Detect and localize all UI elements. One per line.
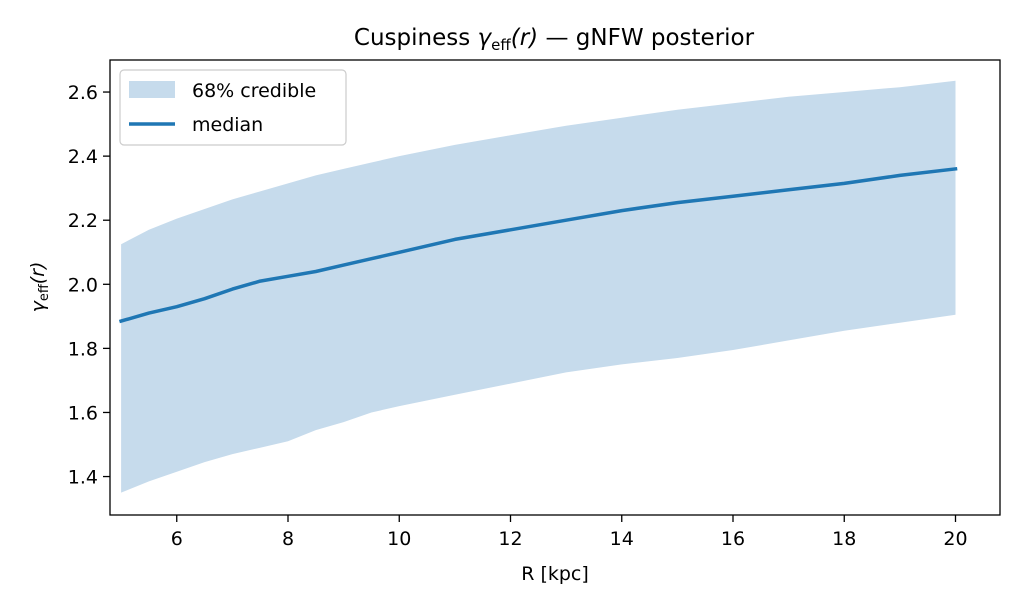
y-tick-label: 1.4 (68, 467, 98, 489)
x-tick-label: 6 (171, 528, 183, 550)
x-tick-label: 20 (943, 528, 967, 550)
x-tick-label: 18 (832, 528, 856, 550)
x-axis: 6 8 10 12 14 16 18 20 (171, 515, 968, 550)
y-axis-label-symbol: γ (27, 299, 49, 312)
y-tick-label: 1.8 (68, 338, 98, 360)
x-tick-label: 10 (387, 528, 411, 550)
x-tick-label: 16 (721, 528, 745, 550)
y-tick-label: 2.4 (68, 146, 98, 168)
x-tick-label: 14 (610, 528, 634, 550)
legend-median-label: median (192, 114, 263, 136)
legend-box (119, 69, 347, 146)
chart-title-subscript: eff (491, 36, 511, 54)
y-axis-label: γeff(r) (27, 262, 52, 313)
y-axis-label-subscript: eff (37, 283, 52, 301)
x-tick-label: 12 (498, 528, 522, 550)
chart-title-argument: (r) (511, 25, 538, 51)
median-line (118, 166, 958, 324)
legend: 68% credible median (119, 69, 347, 146)
chart-title: Cuspiness γeff(r) — gNFW posterior (354, 25, 755, 54)
y-tick-label: 1.6 (68, 402, 98, 424)
credible-band (121, 80, 956, 493)
y-tick-label: 2.6 (68, 82, 98, 104)
chart-title-suffix: — gNFW posterior (538, 25, 754, 51)
svg-text:Cuspiness γeff(r) — gNFW poste: Cuspiness γeff(r) — gNFW posterior (354, 25, 755, 54)
legend-band-label: 68% credible (192, 80, 316, 102)
y-tick-label: 2.2 (68, 210, 98, 232)
y-tick-label: 2.0 (68, 274, 98, 296)
x-tick-label: 8 (282, 528, 294, 550)
chart-title-prefix: Cuspiness (354, 25, 478, 51)
y-axis: 1.4 1.6 1.8 2.0 2.2 2.4 2.6 (68, 82, 110, 489)
svg-text:γeff(r): γeff(r) (27, 262, 52, 313)
chart-title-symbol: γ (478, 25, 493, 51)
axes-frame (109, 59, 1001, 516)
legend-band-swatch (129, 81, 175, 98)
y-axis-label-argument: (r) (27, 262, 49, 285)
x-axis-label: R [kpc] (521, 563, 589, 585)
plot-area (118, 80, 958, 493)
